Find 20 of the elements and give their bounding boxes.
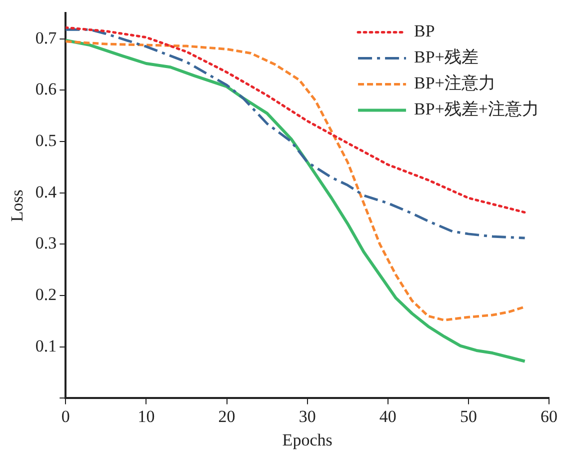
x-tick-label: 40	[379, 406, 396, 426]
x-tick-label: 30	[298, 406, 316, 426]
y-tick-label: 0.6	[35, 80, 57, 99]
y-tick-label: 0.4	[35, 182, 58, 202]
x-tick-label: 10	[138, 406, 155, 426]
x-tick-label: 20	[218, 406, 236, 426]
y-tick-label: 0.2	[35, 285, 57, 304]
x-axis-title: Epochs	[282, 430, 332, 450]
x-tick-label: 60	[540, 406, 558, 426]
legend-label: BP+残差	[414, 48, 478, 67]
x-tick-label: 50	[460, 406, 477, 426]
y-tick-label: 0.3	[35, 234, 57, 253]
y-tick-label: 0.1	[35, 336, 57, 356]
y-tick-label: 0.7	[35, 28, 58, 48]
legend-label: BP	[414, 22, 435, 41]
x-tick-label: 0	[61, 406, 70, 426]
y-axis-title: Loss	[8, 190, 27, 222]
legend-label: BP+残差+注意力	[414, 100, 539, 119]
legend-label: BP+注意力	[414, 74, 496, 93]
y-tick-label: 0.5	[35, 131, 57, 150]
